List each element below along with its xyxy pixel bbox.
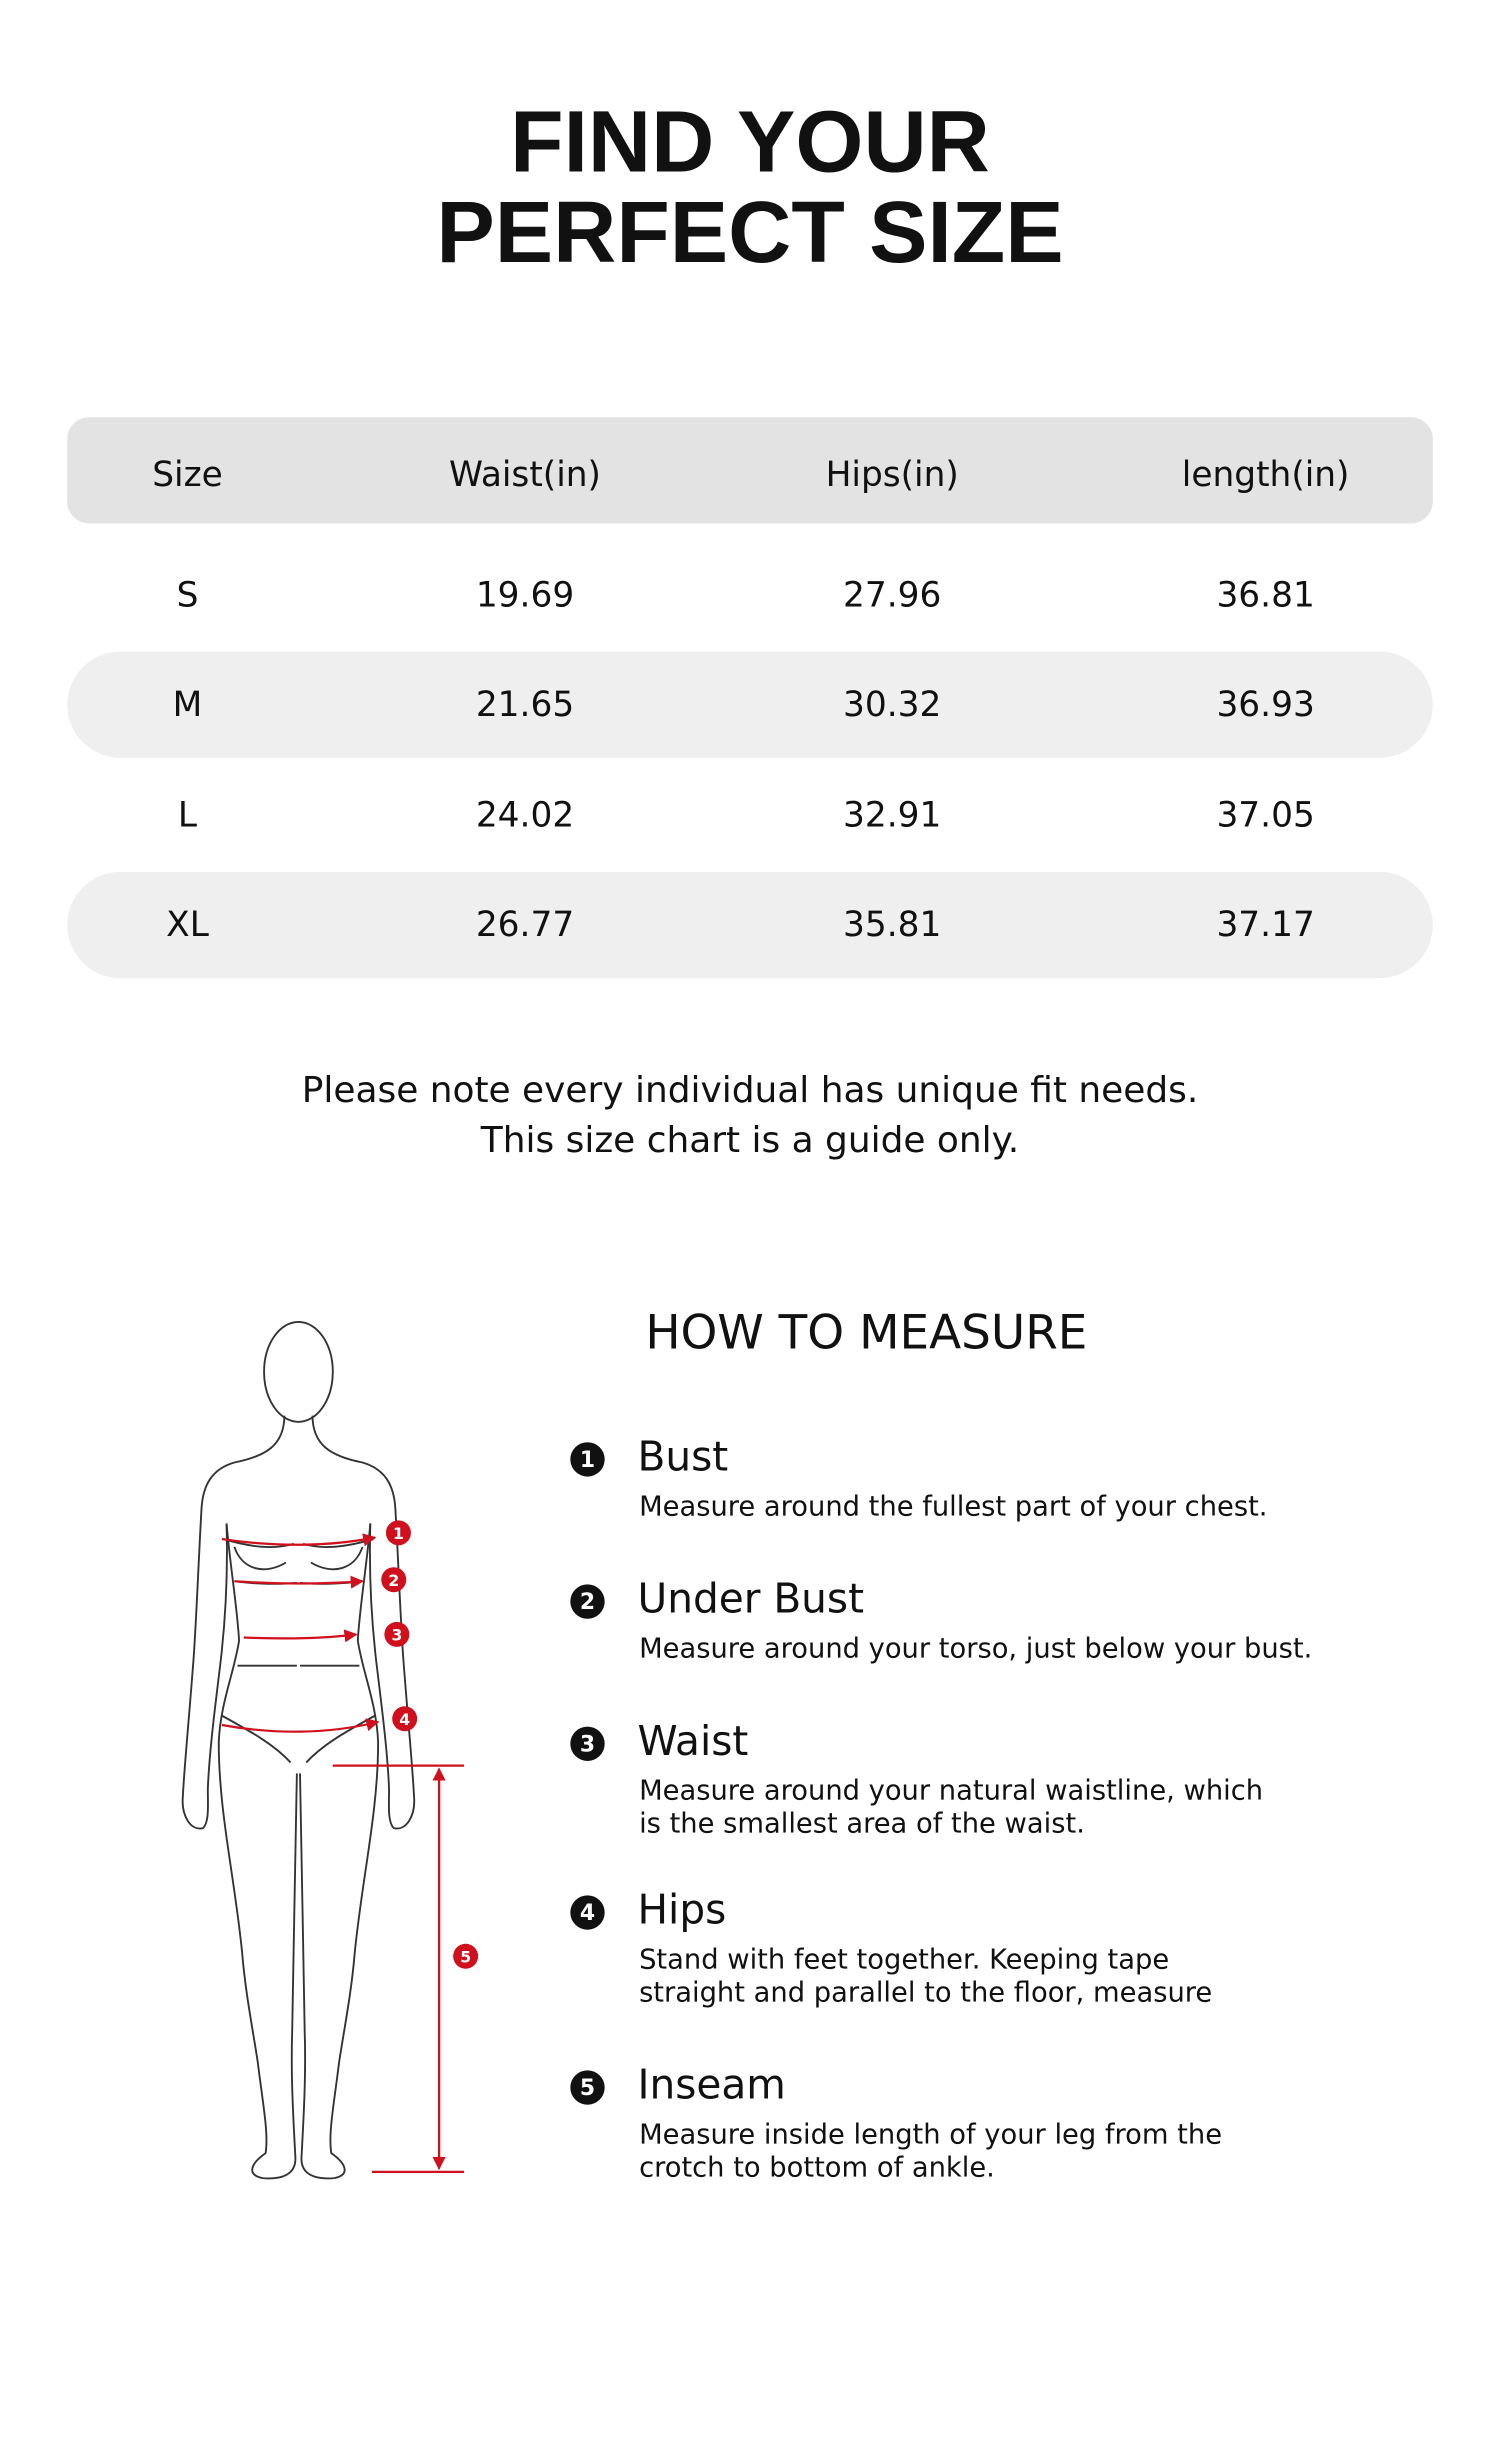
item-description: Measure around your torso, just below yo… <box>639 1633 1312 1664</box>
item-name: Hips <box>638 1885 727 1933</box>
figure-marker-number: 4 <box>399 1711 410 1729</box>
item-description: straight and parallel to the floor, meas… <box>639 1977 1212 2008</box>
row-stripe <box>67 871 1433 979</box>
table-cell: XL <box>166 905 209 945</box>
figure-marker-number: 2 <box>388 1572 399 1590</box>
item-badge <box>570 1726 605 1761</box>
item-number: 3 <box>580 1732 595 1757</box>
table-cell: 21.65 <box>476 685 574 725</box>
table-cell: 24.02 <box>476 796 574 836</box>
item-name: Under Bust <box>638 1575 865 1623</box>
table-cell: 37.17 <box>1216 905 1314 945</box>
figure-marker <box>381 1567 407 1593</box>
figure-labels: 1 2 3 4 5 <box>381 1520 479 1969</box>
table-header-bg <box>67 417 1433 524</box>
figure-marker-number: 1 <box>393 1525 404 1543</box>
note-line: Please note every individual has unique … <box>302 1070 1199 1111</box>
item-name: Inseam <box>638 2060 786 2108</box>
item-number: 1 <box>580 1448 595 1473</box>
item-description: Measure inside length of your leg from t… <box>639 2119 1222 2150</box>
table-cell: 26.77 <box>476 905 574 945</box>
table-cell: 37.05 <box>1216 796 1314 836</box>
item-name: Bust <box>638 1432 729 1480</box>
figure-marker <box>385 1520 411 1546</box>
title-line: FIND YOUR <box>510 93 990 191</box>
table-cell: 32.91 <box>843 796 941 836</box>
item-badge <box>570 1584 605 1619</box>
table-cell: 19.69 <box>476 575 574 615</box>
item-badge <box>570 1442 605 1477</box>
figure-marker <box>384 1621 410 1647</box>
table-cell: 36.93 <box>1216 685 1314 725</box>
column-header: Waist(in) <box>449 455 601 495</box>
item-badge <box>570 2070 605 2105</box>
title-line: PERFECT SIZE <box>436 183 1063 281</box>
item-description: crotch to bottom of ankle. <box>639 2152 995 2183</box>
table-cell: 27.96 <box>843 575 941 615</box>
column-header: Size <box>152 455 223 495</box>
item-description: Measure around your natural waistline, w… <box>639 1776 1263 1807</box>
item-description: Stand with feet together. Keeping tape <box>639 1944 1169 1975</box>
item-description: is the smallest area of the waist. <box>639 1808 1085 1839</box>
body-figure <box>181 1320 465 2180</box>
figure-marker-number: 5 <box>460 1948 471 1966</box>
table-cell: 35.81 <box>843 905 941 945</box>
measure-list: 1 Bust Measure around the fullest part of … <box>570 1432 1312 2183</box>
note-line: This size chart is a guide only. <box>480 1120 1019 1161</box>
table-cell: M <box>173 685 203 725</box>
table-cell: S <box>177 575 199 615</box>
item-badge <box>570 1895 605 1930</box>
figure-marker <box>392 1706 418 1732</box>
figure-marker-number: 3 <box>391 1626 402 1644</box>
item-number: 2 <box>580 1590 595 1615</box>
column-header: Hips(in) <box>826 455 959 495</box>
item-name: Waist <box>638 1717 749 1765</box>
item-description: Measure around the fullest part of your … <box>639 1491 1267 1522</box>
item-number: 4 <box>580 1901 595 1926</box>
figure-marker <box>453 1943 479 1969</box>
table-cell: 30.32 <box>843 685 941 725</box>
table-cell: L <box>178 796 197 836</box>
section-title: HOW TO MEASURE <box>645 1305 1087 1360</box>
table-cell: 36.81 <box>1216 575 1314 615</box>
column-header: length(in) <box>1182 455 1350 495</box>
size-table: Size Waist(in) Hips(in) length(in) S 19.69 27.… <box>67 455 1433 979</box>
item-number: 5 <box>580 2076 595 2101</box>
row-stripe <box>67 651 1433 758</box>
